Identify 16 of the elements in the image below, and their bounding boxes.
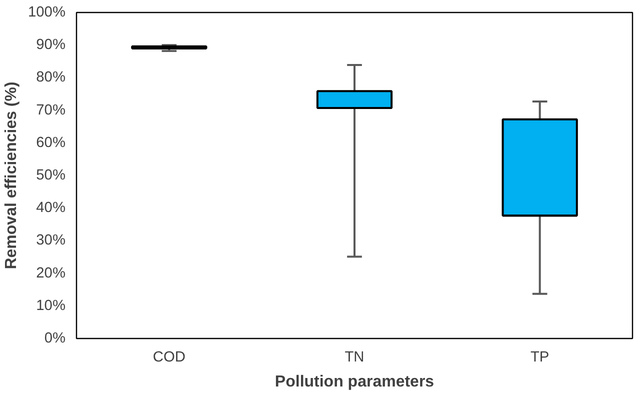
y-tick-label: 90% [36, 37, 66, 54]
y-axis-title: Removal efficiencies (%) [3, 82, 20, 270]
y-tick-label: 60% [36, 134, 66, 151]
y-tick-label: 100% [28, 4, 66, 20]
x-tick-label: TN [344, 350, 364, 366]
y-tick-label: 50% [36, 168, 66, 184]
y-tick-label: 40% [36, 200, 66, 216]
y-tick-label: 30% [36, 232, 66, 249]
y-tick-label: 0% [44, 330, 66, 346]
x-axis-title: Pollution parameters [274, 374, 434, 390]
y-tick-label: 80% [36, 70, 66, 86]
x-tick-label: COD [152, 350, 186, 366]
y-tick-label: 20% [36, 265, 66, 282]
x-tick-label: TP [530, 350, 550, 366]
y-tick-label: 70% [36, 102, 66, 118]
y-tick-label: 10% [36, 298, 66, 314]
